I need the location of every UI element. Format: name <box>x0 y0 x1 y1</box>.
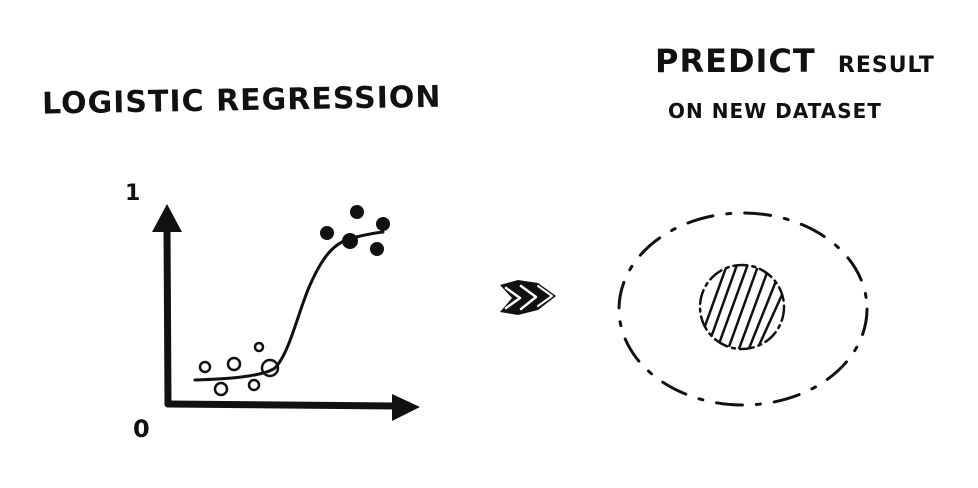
predicted-result-circle <box>698 263 786 351</box>
class-one-point <box>342 233 358 249</box>
prediction-visual <box>617 211 869 407</box>
y-axis-one-label: 1 <box>125 181 141 206</box>
new-dataset-dashed-ellipse <box>617 211 869 407</box>
svg-text:PREDICT RESULT: PREDICT RESULT <box>655 42 935 80</box>
class-zero-point <box>253 341 265 353</box>
hatch-lines <box>700 265 784 349</box>
class-zero-point <box>226 356 242 372</box>
sigmoid-curve <box>193 230 385 382</box>
result-word: RESULT <box>838 53 935 78</box>
origin-zero-label: 0 <box>133 415 151 443</box>
x-axis <box>164 400 399 410</box>
double-chevron-arrow-icon <box>500 280 556 315</box>
class-one-point <box>376 217 390 231</box>
y-axis <box>163 224 172 408</box>
y-axis-arrowhead <box>152 204 182 232</box>
class-one-point <box>320 226 334 240</box>
left-title: LOGISTIC REGRESSION <box>42 80 442 122</box>
right-title: PREDICT RESULT ON NEW DATASET <box>655 42 935 123</box>
class-zero-point <box>198 360 212 374</box>
x-axis-arrowhead <box>392 394 420 421</box>
logistic-plot: 1 0 <box>125 181 420 443</box>
predict-word: PREDICT <box>655 42 816 80</box>
class-zero-point <box>247 378 261 392</box>
class-one-point <box>370 242 384 256</box>
class-zero-point <box>213 381 229 397</box>
right-subtitle: ON NEW DATASET <box>668 99 882 123</box>
class-one-point <box>350 205 364 219</box>
class-zero-point <box>260 358 280 378</box>
